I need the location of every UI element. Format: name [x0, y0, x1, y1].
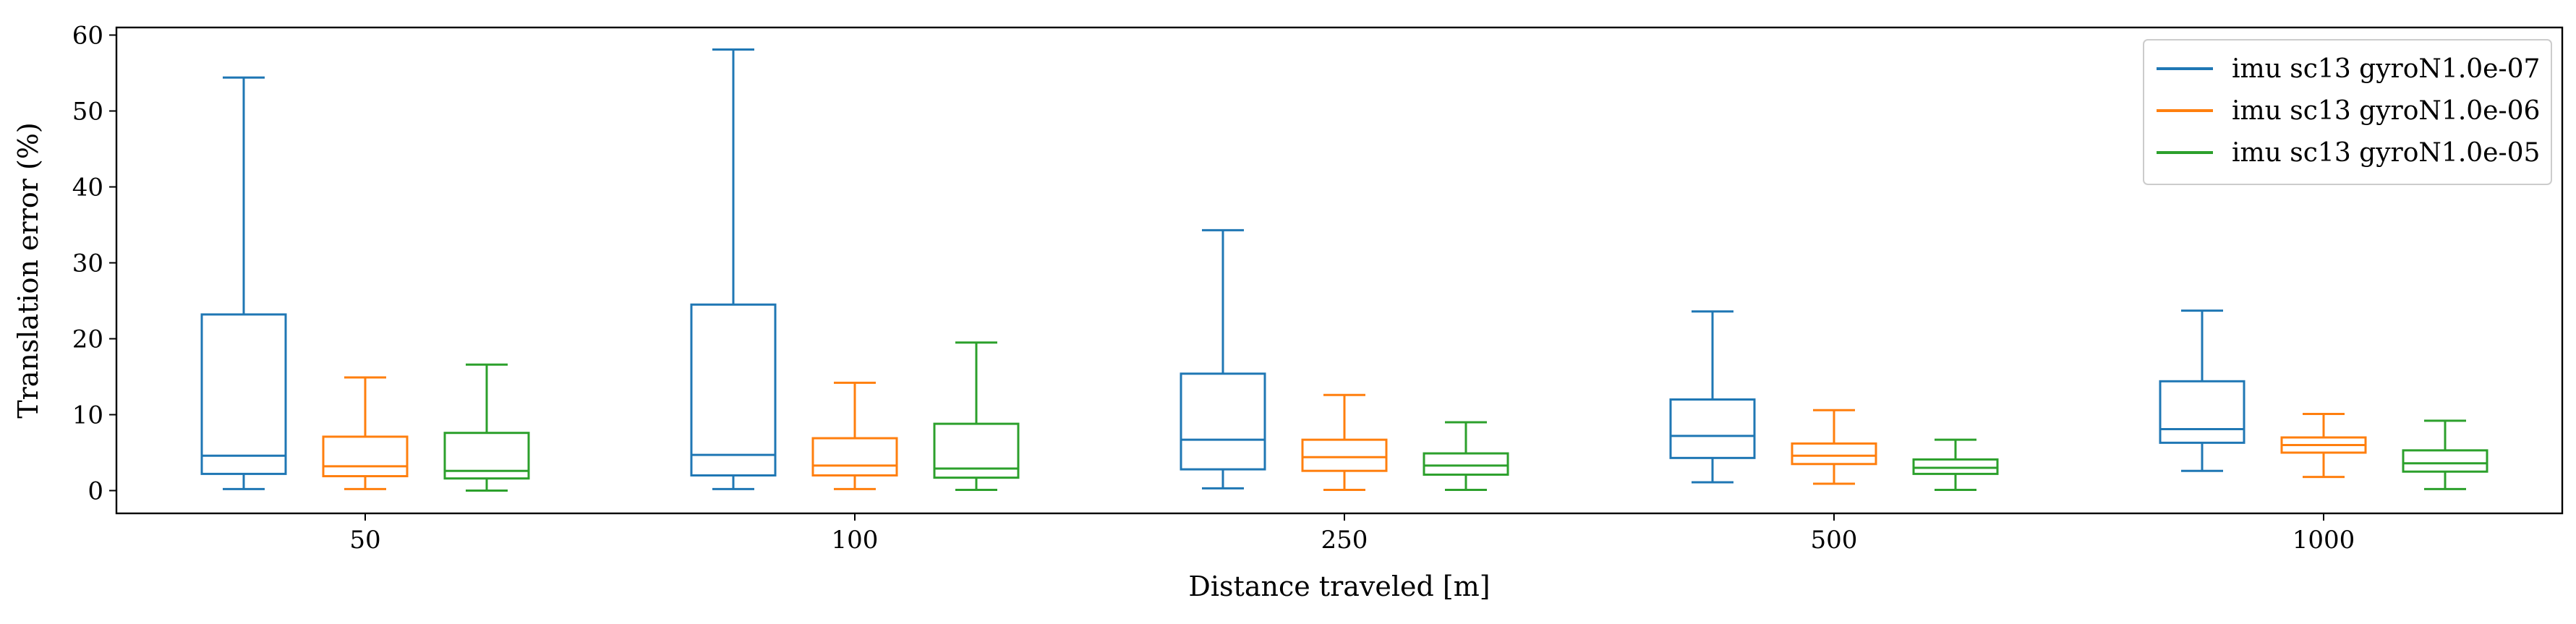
- box-1-50: [200, 76, 287, 490]
- y-tick-label: 10: [72, 401, 103, 430]
- x-tick-label: 500: [1811, 526, 1858, 555]
- y-tick-label: 20: [72, 325, 103, 354]
- box-1-1000: [2159, 309, 2246, 472]
- x-axis-title: Distance traveled [m]: [1188, 570, 1490, 602]
- x-axis: 50 100 250 500 1000: [349, 513, 2355, 555]
- box-2-100: [811, 381, 898, 490]
- box-1-250: [1180, 228, 1266, 490]
- legend-label: imu sc13 gyroN1.0e-05: [2232, 138, 2540, 168]
- plot-marks: [200, 48, 2488, 492]
- y-tick-label: 30: [72, 249, 103, 278]
- x-tick-label: 1000: [2293, 526, 2355, 555]
- box-2-250: [1301, 393, 1388, 491]
- legend-box: [2143, 39, 2552, 185]
- x-tick-label: 250: [1321, 526, 1368, 555]
- y-tick-label: 50: [72, 98, 103, 127]
- box-2-50: [322, 376, 409, 490]
- y-tick-label: 0: [88, 477, 103, 506]
- legend: imu sc13 gyroN1.0e-07 imu sc13 gyroN1.0e-…: [2143, 39, 2552, 185]
- y-tick-label: 40: [72, 174, 103, 202]
- box-3-250: [1423, 421, 1509, 491]
- x-tick-label: 100: [832, 526, 879, 555]
- y-tick-label: 60: [72, 22, 103, 51]
- y-axis: 0 10 20 30 40 50 60: [72, 22, 116, 506]
- y-axis-title: Translation error (%): [12, 122, 44, 419]
- box-2-1000: [2280, 412, 2367, 479]
- legend-label: imu sc13 gyroN1.0e-07: [2232, 54, 2540, 84]
- box-1-500: [1669, 310, 1756, 484]
- box-3-1000: [2402, 419, 2488, 490]
- box-3-50: [443, 363, 530, 492]
- plot-frame: [115, 26, 2564, 515]
- x-tick-label: 50: [349, 526, 380, 555]
- box-2-500: [1791, 409, 1877, 485]
- box-3-100: [933, 341, 1020, 491]
- box-3-500: [1912, 438, 1999, 491]
- legend-label: imu sc13 gyroN1.0e-06: [2232, 96, 2540, 126]
- box-1-100: [690, 48, 777, 490]
